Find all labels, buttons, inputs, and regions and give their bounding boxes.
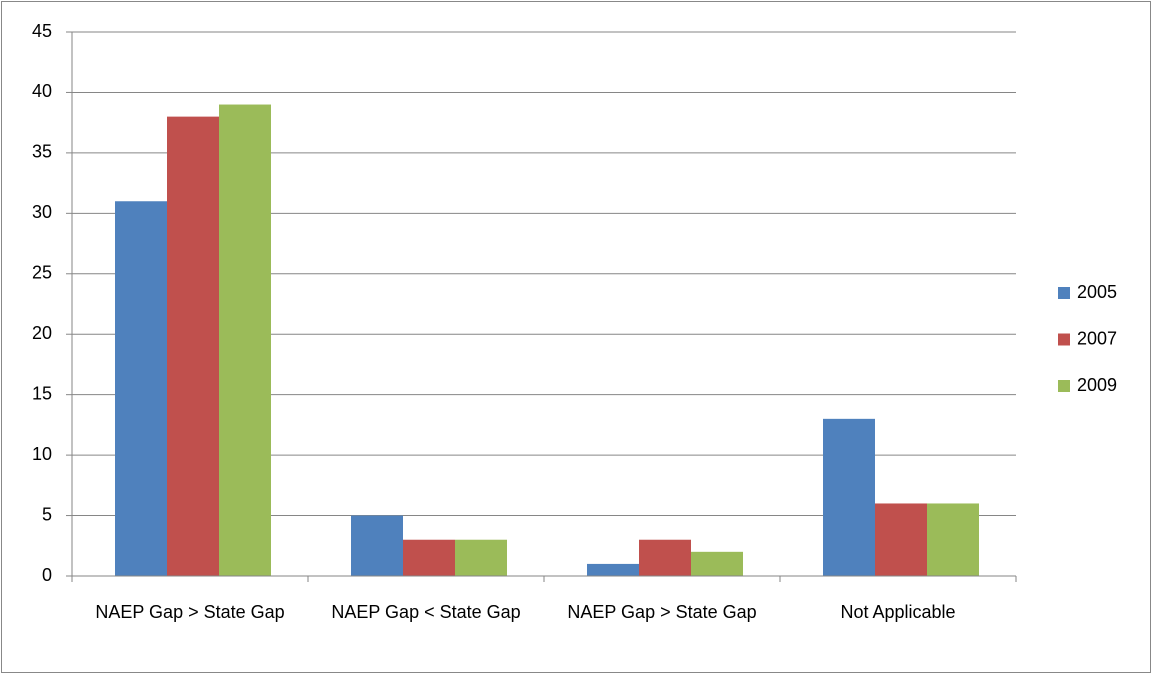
bar <box>927 503 979 576</box>
y-tick-label: 0 <box>42 565 52 585</box>
y-tick-label: 15 <box>32 383 52 403</box>
legend-swatch <box>1058 287 1070 299</box>
y-tick-label: 30 <box>32 202 52 222</box>
bar <box>219 104 271 577</box>
x-tick-label: NAEP Gap < State Gap <box>331 602 521 622</box>
x-tick-label: NAEP Gap > State Gap <box>567 602 757 622</box>
legend-label: 2005 <box>1077 282 1117 302</box>
bar <box>115 201 167 576</box>
bar <box>875 503 927 576</box>
y-tick-label: 35 <box>32 142 52 162</box>
bar <box>403 539 455 576</box>
legend-label: 2007 <box>1077 328 1117 348</box>
x-tick-label: NAEP Gap > State Gap <box>95 602 285 622</box>
x-tick-label: Not Applicable <box>840 602 956 622</box>
bar <box>639 539 691 576</box>
bar <box>587 563 639 576</box>
bar <box>351 515 403 576</box>
y-tick-label: 20 <box>32 323 52 343</box>
y-tick-label: 40 <box>32 81 52 101</box>
y-tick-label: 10 <box>32 444 52 464</box>
bar <box>823 418 875 576</box>
bar <box>691 551 743 576</box>
legend-swatch <box>1058 333 1070 346</box>
bar <box>167 116 219 576</box>
y-tick-label: 5 <box>42 504 52 524</box>
y-tick-label: 45 <box>32 21 52 41</box>
legend-swatch <box>1058 380 1070 392</box>
bar <box>455 539 507 576</box>
y-tick-label: 25 <box>32 263 52 283</box>
legend-label: 2009 <box>1077 375 1117 395</box>
